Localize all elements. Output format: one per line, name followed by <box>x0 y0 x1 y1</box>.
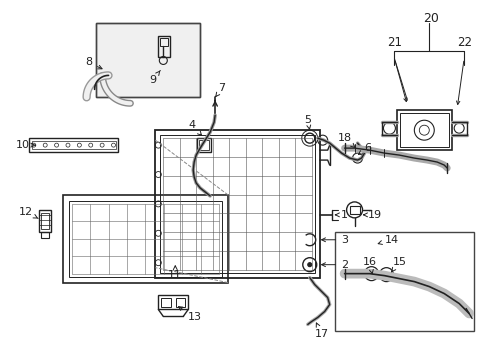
Bar <box>160 135 315 273</box>
Text: 4: 4 <box>189 120 201 135</box>
Text: 16: 16 <box>363 257 376 274</box>
Circle shape <box>308 263 312 267</box>
Text: 12: 12 <box>19 207 38 219</box>
Text: 18: 18 <box>338 133 355 148</box>
Text: 17: 17 <box>315 323 329 339</box>
Text: 13: 13 <box>178 307 202 323</box>
Bar <box>158 36 171 58</box>
Bar <box>349 206 360 214</box>
Bar <box>197 138 211 152</box>
Text: 1: 1 <box>335 210 348 220</box>
Bar <box>96 23 200 97</box>
Bar <box>176 298 185 306</box>
Bar <box>96 23 200 97</box>
Bar <box>96 23 200 97</box>
Text: 8: 8 <box>85 58 102 69</box>
Text: 5: 5 <box>304 115 311 129</box>
Bar <box>69 201 222 276</box>
Bar <box>158 294 188 310</box>
Bar <box>41 213 49 229</box>
Text: 15: 15 <box>392 257 406 272</box>
Text: 21: 21 <box>387 36 402 49</box>
Bar <box>160 37 168 45</box>
Text: 9: 9 <box>149 71 160 85</box>
Bar <box>161 298 172 306</box>
Text: 6: 6 <box>358 143 371 154</box>
Bar <box>63 195 228 283</box>
Bar <box>41 232 49 238</box>
Bar <box>397 110 452 150</box>
Text: 7: 7 <box>216 84 226 96</box>
Text: 22: 22 <box>457 36 472 49</box>
Bar <box>155 130 319 278</box>
Text: 11: 11 <box>168 266 182 280</box>
Bar <box>32 141 116 149</box>
Text: 20: 20 <box>423 12 439 25</box>
Bar <box>39 210 51 232</box>
Text: 3: 3 <box>321 235 348 245</box>
Bar <box>400 113 449 147</box>
Bar <box>199 140 209 150</box>
Text: 10: 10 <box>16 140 35 150</box>
Bar <box>29 138 119 152</box>
Text: 14: 14 <box>378 235 398 245</box>
Bar <box>335 232 474 332</box>
Text: 19: 19 <box>364 210 382 220</box>
Text: 2: 2 <box>321 260 348 270</box>
